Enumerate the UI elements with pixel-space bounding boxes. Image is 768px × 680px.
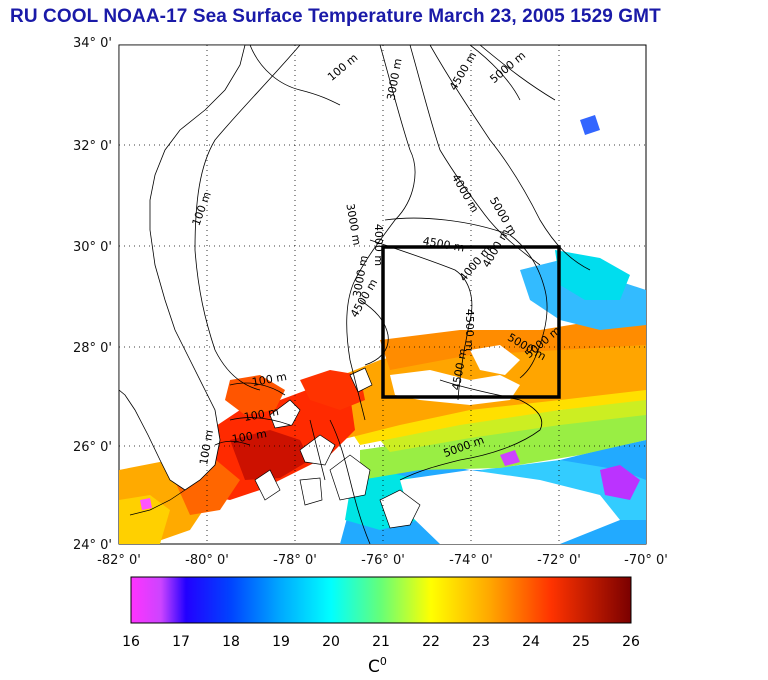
contour-label: 4500 m — [463, 309, 476, 351]
contour-label: 100 m — [231, 427, 268, 446]
contour-label: 4000 m — [372, 224, 385, 266]
lon-label: -70° 0' — [624, 553, 668, 568]
colorbar — [130, 576, 632, 624]
lat-label: 34° 0' — [73, 36, 112, 51]
colorbar-tick-label: 26 — [622, 634, 640, 650]
page-title: RU COOL NOAA-17 Sea Surface Temperature … — [10, 6, 661, 27]
florida-landmass — [119, 45, 246, 491]
colorbar-tick-label: 19 — [272, 634, 290, 650]
colorbar-tick-label: 20 — [322, 634, 340, 650]
colorbar-tick-label: 25 — [572, 634, 590, 650]
lon-label: -80° 0' — [185, 553, 229, 568]
colorbar-tick-label: 24 — [522, 634, 540, 650]
colorbar-tick-label: 18 — [222, 634, 240, 650]
contour-label: 100 m — [251, 370, 288, 389]
colorbar-tick-label: 21 — [372, 634, 390, 650]
lon-label: -82° 0' — [97, 553, 141, 568]
graticule — [119, 45, 646, 544]
contour-label: 100 m — [243, 405, 280, 424]
colorbar-tick-label: 22 — [422, 634, 440, 650]
lat-axis-labels: 34° 0' 32° 0' 30° 0' 28° 0' 26° 0' 24° 0… — [73, 36, 112, 553]
lon-label: -72° 0' — [537, 553, 581, 568]
lat-label: 32° 0' — [73, 139, 112, 154]
colorbar-tick-labels: 16 17 18 19 20 21 22 23 24 25 26 — [122, 634, 640, 650]
colorbar-tick-label: 16 — [122, 634, 140, 650]
bathymetry-contours — [194, 45, 591, 544]
lat-label: 30° 0' — [73, 240, 112, 255]
colorbar-unit-label: C0 — [368, 655, 387, 677]
region-box — [381, 245, 561, 399]
colorbar-tick-label: 17 — [172, 634, 190, 650]
lat-label: 26° 0' — [73, 440, 112, 455]
keys-outline — [129, 489, 186, 516]
lat-label: 28° 0' — [73, 341, 112, 356]
colorbar-tick-label: 23 — [472, 634, 490, 650]
unit-superscript: 0 — [380, 655, 387, 668]
lon-axis-labels: -82° 0' -80° 0' -78° 0' -76° 0' -74° 0' … — [97, 553, 668, 568]
lon-label: -74° 0' — [449, 553, 493, 568]
unit-text: C — [368, 657, 380, 677]
lat-label: 24° 0' — [73, 538, 112, 553]
lon-label: -78° 0' — [273, 553, 317, 568]
lon-label: -76° 0' — [361, 553, 405, 568]
contour-label: 100 m — [197, 429, 216, 466]
